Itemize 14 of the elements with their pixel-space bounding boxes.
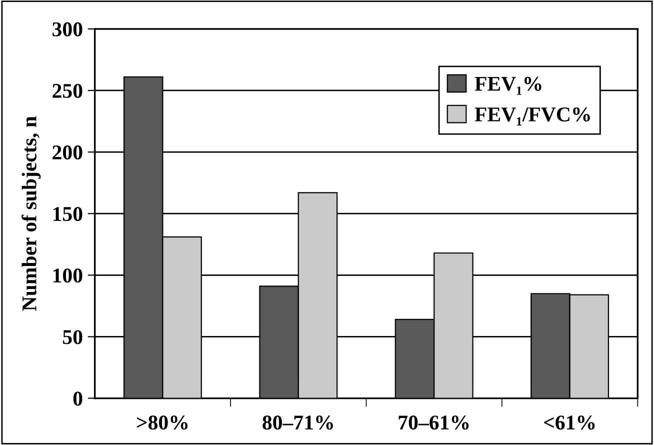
legend-label: FEV₁% xyxy=(474,76,542,95)
y-tick-label: 0 xyxy=(73,392,82,406)
legend-label: FEV₁/FVC% xyxy=(474,107,590,126)
y-tick-label: 300 xyxy=(52,22,82,36)
y-tick-label: 150 xyxy=(53,206,82,222)
y-tick-label: 250 xyxy=(52,84,82,98)
x-tick-label: <61% xyxy=(544,416,595,430)
x-tick-label: >80% xyxy=(136,416,188,430)
y-tick-label: 200 xyxy=(52,145,82,160)
y-tick-label: 100 xyxy=(53,268,82,283)
y-tick-label: 50 xyxy=(63,330,82,344)
y-axis-title: Number of subjects, n xyxy=(22,116,41,311)
x-tick-label: 70–61% xyxy=(398,416,469,430)
x-tick-label: 80–71% xyxy=(262,416,333,430)
